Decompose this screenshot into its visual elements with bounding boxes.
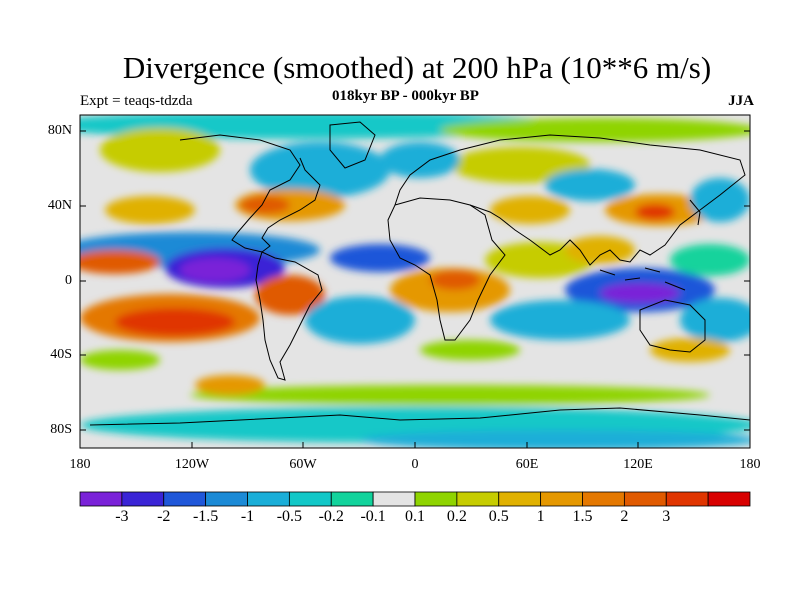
south-america-coast xyxy=(255,251,323,381)
s-atlantic-blue xyxy=(305,296,415,344)
colorbar-box xyxy=(665,491,709,507)
colorbar-label: 2 xyxy=(620,508,629,525)
africa-coast xyxy=(387,197,506,341)
arctic-band xyxy=(80,115,560,139)
japan-islands xyxy=(689,199,701,226)
s-pacific-red xyxy=(115,308,235,336)
colorbar-label: 0.1 xyxy=(405,508,425,525)
w-pacific-blue xyxy=(690,178,750,222)
colorbar-box xyxy=(623,491,667,507)
w-pacific-green xyxy=(670,244,750,276)
divergence-field xyxy=(80,115,750,448)
colorbar-label: 1.5 xyxy=(572,508,593,525)
lat-label-40s: 40S xyxy=(50,347,72,362)
colorbar-label: 3 xyxy=(662,508,671,525)
n-pacific-yellow xyxy=(100,128,220,172)
s-pacific-blue xyxy=(680,298,750,342)
lat-label-80s: 80S xyxy=(50,422,72,437)
n-atlantic-blue xyxy=(250,142,390,198)
colorbar-label: -0.2 xyxy=(318,508,344,525)
europe-blue xyxy=(380,142,460,178)
north-america-coast xyxy=(179,134,321,253)
tropical-atlantic-blue xyxy=(330,244,430,272)
colorbar-label: 0.5 xyxy=(488,508,509,525)
colorbar-label: -0.5 xyxy=(276,508,303,525)
colorbar-box xyxy=(330,491,374,507)
lon-label-180w: 180 xyxy=(69,457,91,472)
mid-asia-orange xyxy=(490,196,570,224)
lat-label-0: 0 xyxy=(65,273,72,288)
colorbar-box xyxy=(247,491,290,507)
antarctica-coast xyxy=(89,407,750,426)
colorbar xyxy=(79,491,751,507)
lon-label-0: 0 xyxy=(411,457,419,472)
colorbar-box xyxy=(163,491,207,507)
eurasia-coast xyxy=(394,134,746,266)
colorbar-box xyxy=(498,491,542,507)
lon-label-60e: 60E xyxy=(515,457,539,472)
colorbar-box xyxy=(456,491,500,507)
experiment-label: Expt = teaqs-tdzda xyxy=(80,93,193,109)
colorbar-box xyxy=(707,491,751,507)
australia-coast xyxy=(639,299,706,353)
colorbar-box xyxy=(414,491,458,507)
colorbar-box xyxy=(582,491,625,507)
south-asia-orange xyxy=(565,236,635,264)
e-pacific-core xyxy=(180,258,250,282)
siberia-yellow xyxy=(450,147,590,183)
colorbar-label: 0.2 xyxy=(446,508,467,525)
tick-marks xyxy=(80,130,750,448)
s-indian-blue xyxy=(490,300,630,340)
lat-label-80n: 80N xyxy=(47,123,72,138)
greenland-coast xyxy=(329,121,376,169)
map-title: Divergence (smoothed) at 200 hPa (10**6 … xyxy=(122,50,712,85)
antarctic-band-b xyxy=(360,430,750,448)
colorbar-label: -0.1 xyxy=(360,508,386,525)
lon-label-120w: 120W xyxy=(174,457,210,472)
colorbar-box xyxy=(205,491,248,507)
map-subtitle: 018kyr BP - 000kyr BP xyxy=(332,88,479,104)
arctic-band-east xyxy=(440,118,750,142)
colorbar-box xyxy=(121,491,165,507)
australia-orange xyxy=(650,338,730,362)
colorbar-label: -1 xyxy=(240,508,255,525)
east-asia-red xyxy=(635,204,675,220)
indonesia-islands xyxy=(599,267,686,291)
colorbar-label: -2 xyxy=(157,508,171,525)
colorbar-box xyxy=(79,491,123,507)
maritime-core xyxy=(600,283,680,303)
n-pacific-orange xyxy=(105,196,195,224)
s-america-orange xyxy=(255,275,325,315)
lon-label-180e: 180 xyxy=(739,457,761,472)
colorbar-label: -3 xyxy=(115,508,129,525)
s-mid-green xyxy=(420,340,520,360)
central-pacific-red xyxy=(80,250,160,274)
colorbar-box xyxy=(288,491,332,507)
n-america-red xyxy=(240,196,290,214)
sw-atlantic-orange xyxy=(195,375,265,395)
colorbar-label: -1.5 xyxy=(192,508,219,525)
asia-blue xyxy=(545,169,635,201)
africa-red xyxy=(430,270,480,290)
colorbar-box xyxy=(540,491,583,507)
southern-ocean-green xyxy=(190,385,710,405)
colorbar-label: 1 xyxy=(536,508,545,525)
lat-label-40n: 40N xyxy=(47,198,72,213)
africa-orange xyxy=(390,268,510,312)
colorbar-box xyxy=(372,491,416,507)
lon-label-60w: 60W xyxy=(289,457,317,472)
lon-label-120e: 120E xyxy=(623,457,653,472)
coastlines xyxy=(89,121,750,426)
season-label: JJA xyxy=(728,93,754,109)
s-pacific-green xyxy=(80,350,160,370)
